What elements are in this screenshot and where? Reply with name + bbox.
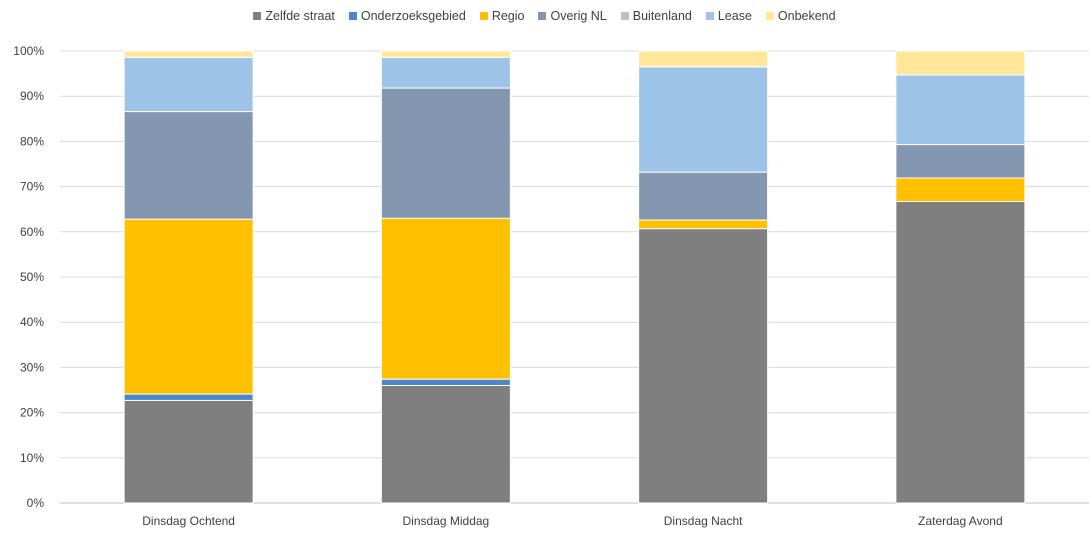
y-tick-label: 70% <box>20 180 44 194</box>
legend-label: Lease <box>717 9 752 23</box>
bar-segment <box>380 384 511 504</box>
bar-segment <box>380 50 511 58</box>
y-tick-label: 80% <box>20 134 44 148</box>
legend-swatch <box>253 12 262 20</box>
bar-segment <box>638 228 769 504</box>
legend-label: Onbekend <box>777 9 836 23</box>
bar-segment <box>895 177 1026 203</box>
legend-item: Onbekend <box>765 9 836 23</box>
bar-segment <box>638 66 769 173</box>
legend-swatch <box>765 12 774 20</box>
legend-label: Regio <box>491 9 525 23</box>
legend-label: Buitenland <box>632 9 692 23</box>
bar-segment <box>123 399 254 504</box>
legend-swatch <box>348 12 357 20</box>
legend-item: Overig NL <box>538 9 607 23</box>
legend-item: Regio <box>479 9 525 23</box>
bar-segment <box>638 219 769 230</box>
bar-segment <box>380 87 511 219</box>
legend-swatch <box>705 12 714 20</box>
y-tick-label: 40% <box>20 315 44 329</box>
y-tick-label: 100% <box>13 44 44 58</box>
bar-segment <box>380 378 511 386</box>
bar-segment <box>123 50 254 58</box>
legend-swatch <box>479 12 488 20</box>
bar-segment <box>380 56 511 89</box>
legend-label: Zelfde straat <box>265 9 335 23</box>
legend-item: Lease <box>705 9 752 23</box>
legend-item: Buitenland <box>620 9 692 23</box>
x-tick-label: Dinsdag Nacht <box>664 514 743 528</box>
bar-segment <box>895 201 1026 504</box>
y-tick-label: 60% <box>20 225 44 239</box>
bar-segment <box>123 393 254 401</box>
y-tick-label: 0% <box>27 496 45 510</box>
bar-segment <box>123 56 254 113</box>
y-tick-label: 50% <box>20 270 44 284</box>
y-tick-label: 90% <box>20 89 44 103</box>
y-tick-label: 30% <box>20 360 44 374</box>
x-tick-label: Dinsdag Middag <box>403 514 490 528</box>
bar-segment <box>895 74 1026 146</box>
legend-item: Onderzoeksgebied <box>348 9 466 23</box>
legend-swatch <box>538 12 547 20</box>
y-tick-label: 20% <box>20 406 44 420</box>
x-tick-label: Dinsdag Ochtend <box>142 514 235 528</box>
bar-segment <box>638 50 769 68</box>
legend: Zelfde straat Onderzoeksgebied Regio Overig… <box>0 9 1089 23</box>
legend-swatch <box>620 12 629 20</box>
bar-segment <box>380 217 511 380</box>
bar-segment <box>895 50 1026 76</box>
bar-segment <box>638 171 769 221</box>
legend-item: Zelfde straat <box>253 9 335 23</box>
bar-segment <box>123 111 254 220</box>
y-tick-label: 10% <box>20 451 44 465</box>
bar-segment <box>123 218 254 395</box>
legend-label: Overig NL <box>550 9 607 23</box>
legend-label: Onderzoeksgebied <box>360 9 466 23</box>
bar-segment <box>895 144 1026 179</box>
x-tick-label: Zaterdag Avond <box>918 514 1003 528</box>
